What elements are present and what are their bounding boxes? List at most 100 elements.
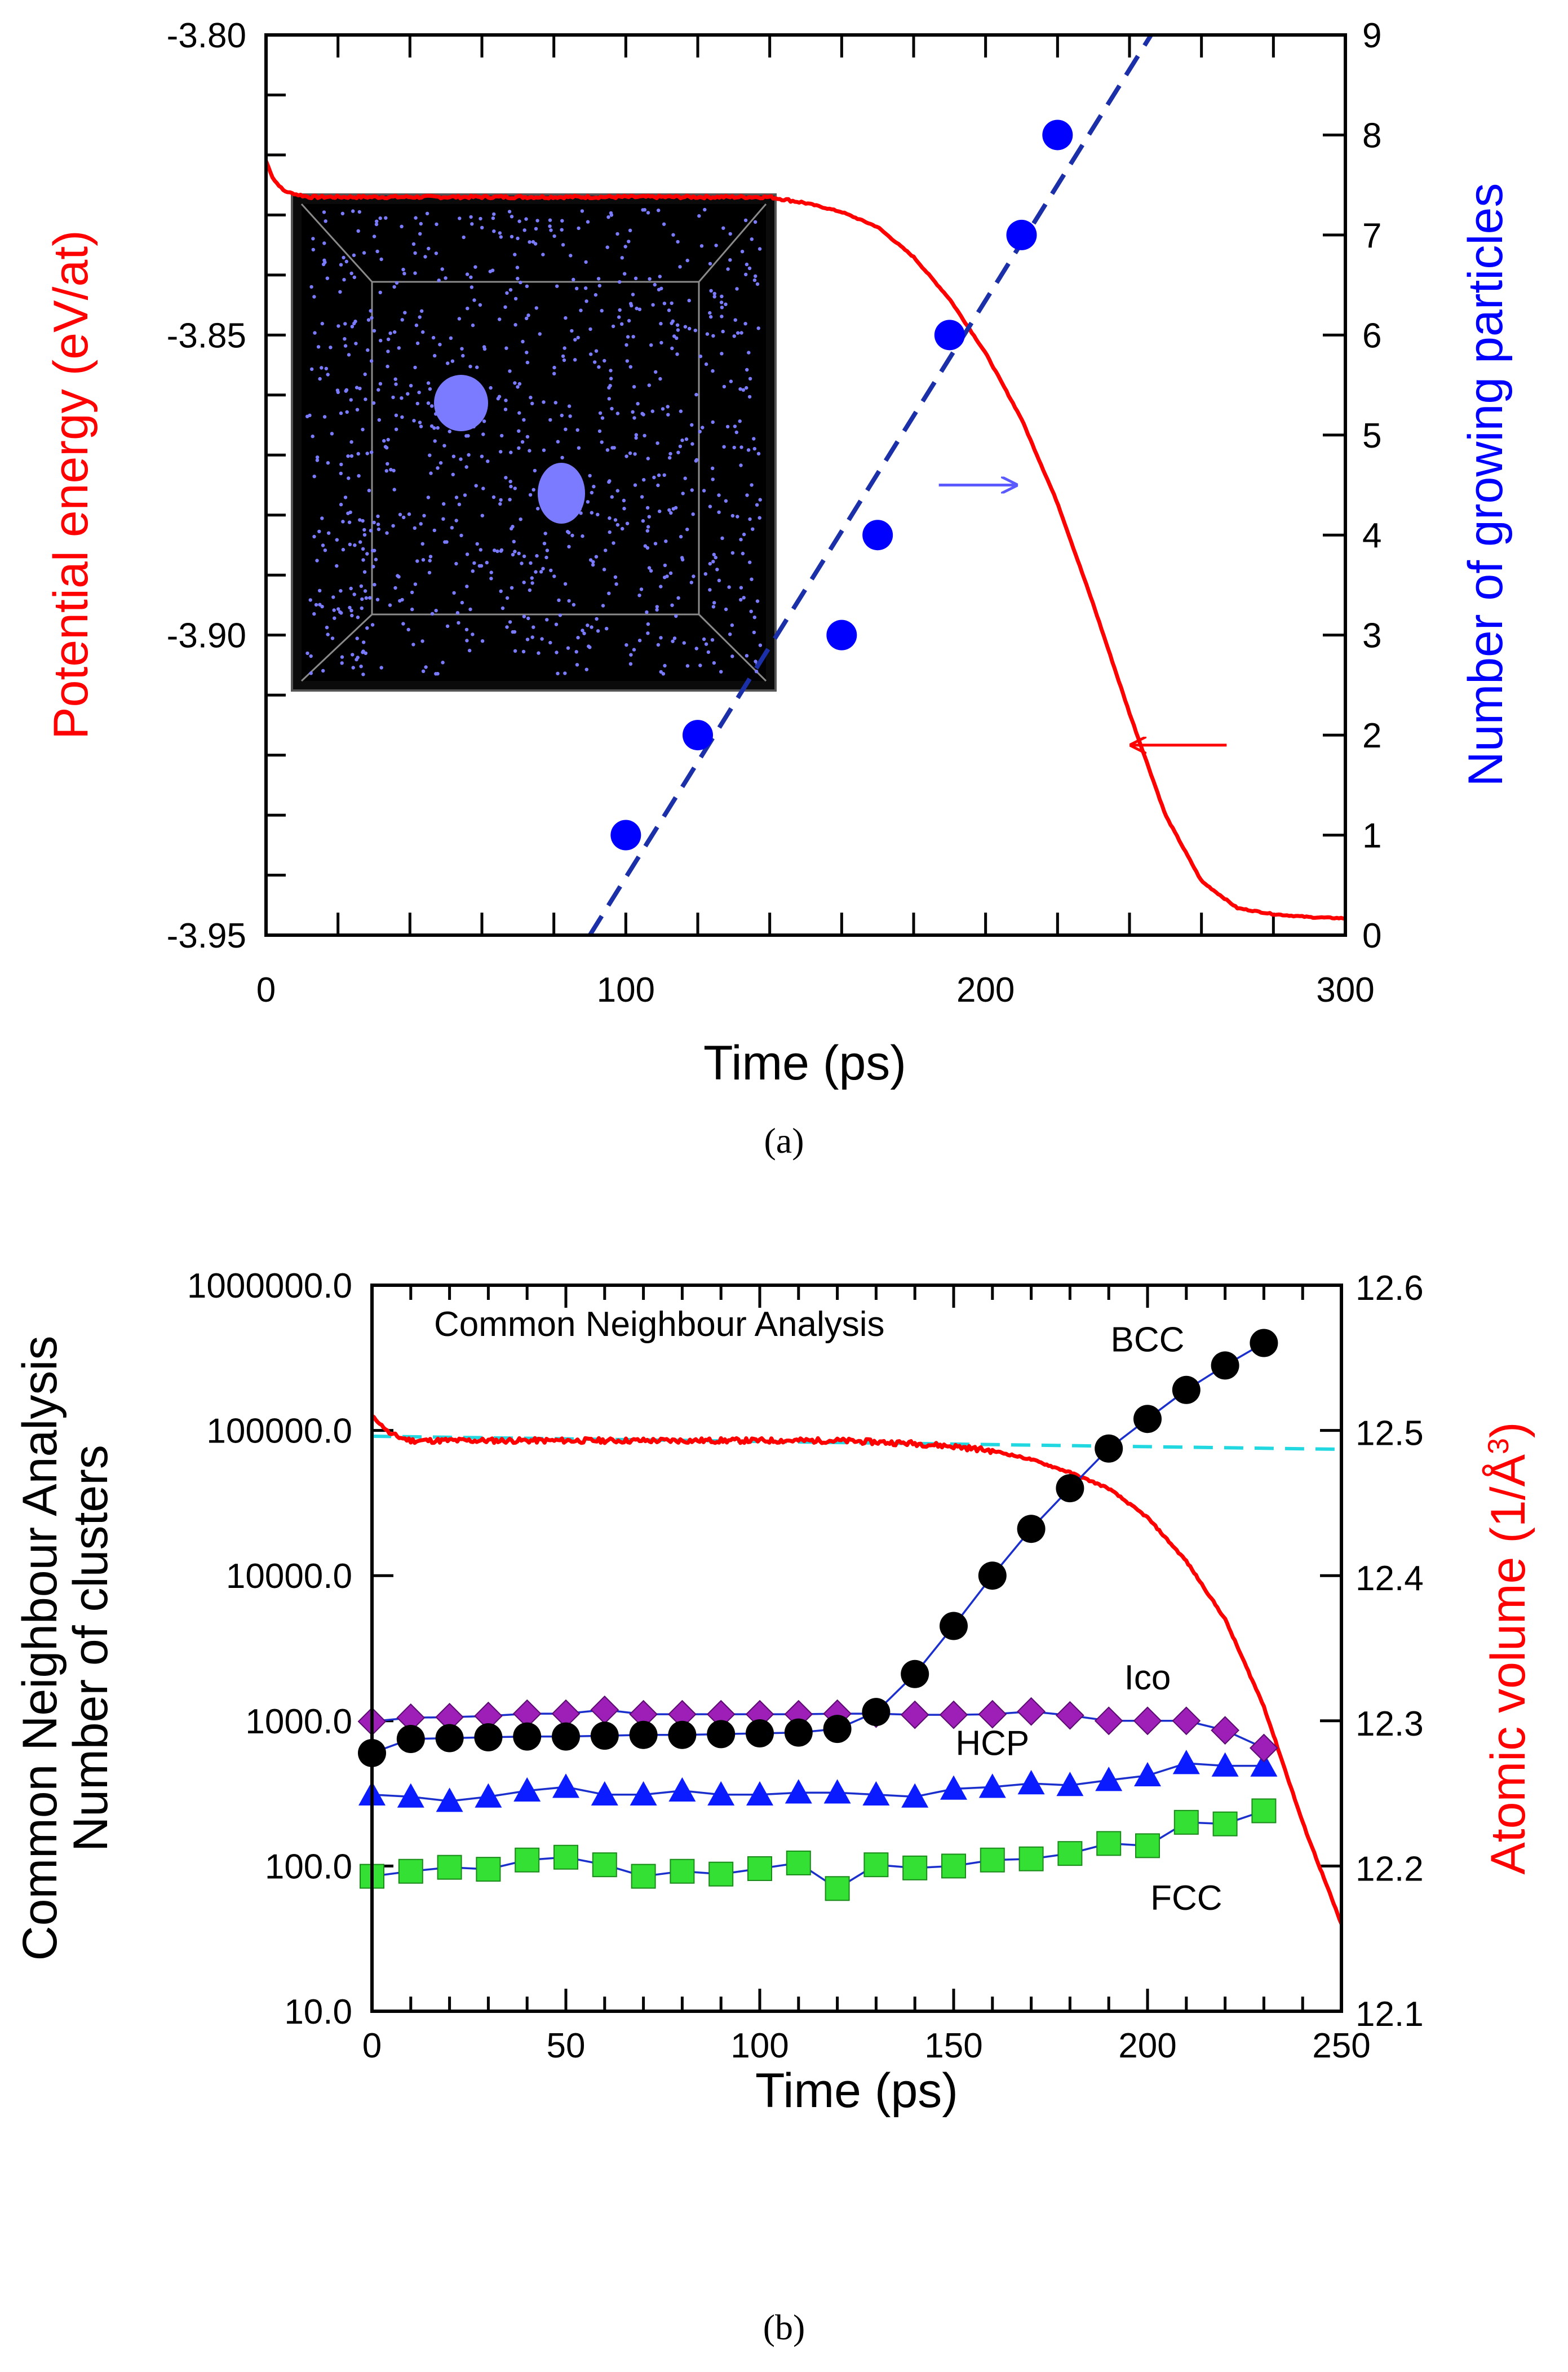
particle-point (610, 820, 641, 851)
y-tick-label: 1000.0 (245, 1702, 352, 1741)
data-point (590, 1695, 619, 1724)
particle-point (826, 619, 857, 650)
x-tick-label: 50 (547, 2026, 586, 2065)
y-tick-label: 100000.0 (206, 1412, 352, 1451)
data-point (630, 1781, 657, 1806)
data-point (1055, 1701, 1084, 1730)
data-point (553, 1844, 578, 1870)
data-point (552, 1722, 580, 1751)
panel-a-frame (264, 33, 1347, 937)
data-point (901, 1659, 929, 1688)
data-point (939, 1700, 968, 1729)
data-point (552, 1773, 579, 1798)
inset-image (291, 193, 777, 692)
y-tick-label: 10.0 (284, 1993, 352, 2032)
particle-point (1006, 219, 1037, 250)
data-point (862, 1781, 890, 1806)
x-tick-label: 200 (956, 971, 1015, 1010)
inset-inner (302, 204, 766, 681)
data-point (1172, 1375, 1201, 1404)
data-point (1056, 1772, 1084, 1796)
panel-b: 0 50 100 150 200 250 1000000.0 100000.0 10000.0 1… (13, 1267, 1535, 2347)
y2-tick-label: 6 (1362, 316, 1381, 355)
data-point (1211, 1752, 1239, 1777)
data-point (1211, 1716, 1240, 1745)
data-point (862, 1698, 891, 1727)
inset-box-edges (300, 203, 767, 682)
panel-a-x-axis-label: Time (ps) (703, 1036, 906, 1090)
right-axis-label-unit: (1/Å (1481, 1454, 1535, 1543)
data-point (746, 1719, 774, 1748)
y-tick-label: 100.0 (265, 1847, 352, 1886)
data-point (707, 1781, 735, 1806)
panel-b-right-axis-label: Atomic volume (1/Å3) (1481, 1422, 1535, 1874)
data-point (823, 1779, 851, 1804)
y2-tick-label: 12.1 (1356, 1995, 1424, 2034)
y2-tick-label: 12.5 (1356, 1414, 1424, 1453)
data-point (435, 1724, 464, 1753)
data-point (747, 1856, 772, 1881)
particle-point (862, 520, 893, 551)
y2-tick-label: 12.2 (1356, 1849, 1424, 1888)
data-point (1095, 1767, 1123, 1791)
data-point (978, 1773, 1006, 1798)
data-point (670, 1858, 695, 1884)
data-point (863, 1852, 889, 1878)
hcp-label: HCP (955, 1724, 1029, 1763)
y2-tick-label: 12.3 (1356, 1705, 1424, 1743)
y2-tick-label: 2 (1362, 716, 1381, 755)
particle-points (610, 120, 1073, 851)
y2-tick-label: 5 (1362, 417, 1381, 455)
data-point (437, 1855, 462, 1880)
fit-line (588, 33, 1153, 935)
panel-a-right-axis-label: Number of growing particles (1459, 183, 1513, 787)
y2-tick-label: 8 (1362, 116, 1381, 155)
panel-b-title: Common Neighbour Analysis (434, 1305, 885, 1344)
y2-tick-label: 9 (1362, 16, 1381, 55)
data-point (785, 1779, 812, 1804)
data-point (515, 1847, 540, 1873)
panel-b-ticks: 0 50 100 150 200 250 1000000.0 100000.0 10000.0 1… (187, 1267, 1424, 2065)
series-line (371, 1809, 1264, 1890)
data-point (941, 1853, 966, 1879)
data-point (1133, 1706, 1162, 1736)
caption-a: (a) (764, 1121, 804, 1161)
data-point (592, 1852, 617, 1878)
x-tick-label: 200 (1118, 2026, 1176, 2065)
y2-tick-label: 7 (1362, 216, 1381, 255)
data-point (1251, 1798, 1277, 1824)
data-point (590, 1722, 619, 1750)
x-tick-label: 0 (256, 971, 276, 1010)
data-point (978, 1700, 1007, 1729)
series-line (371, 1762, 1264, 1802)
y-tick-label: 1000000.0 (187, 1267, 352, 1306)
right-axis-label-main: Atomic volume (1481, 1543, 1535, 1875)
inset-nucleus (538, 463, 585, 524)
series-line (371, 1709, 1265, 1749)
data-point (397, 1783, 424, 1808)
inset-nucleus (434, 375, 488, 431)
bcc-label: BCC (1111, 1320, 1185, 1359)
x-tick-label: 100 (730, 2026, 789, 2065)
y2-tick-label: 0 (1362, 917, 1381, 955)
data-point (591, 1781, 618, 1806)
data-point (1211, 1351, 1239, 1380)
x-tick-label: 250 (1312, 2026, 1370, 2065)
y2-tick-label: 1 (1362, 817, 1381, 856)
y-tick-label: -3.80 (167, 16, 246, 55)
data-point (1056, 1474, 1084, 1503)
data-point (436, 1787, 463, 1812)
x-tick-label: 100 (597, 971, 655, 1010)
data-point (1134, 1762, 1161, 1787)
data-point (398, 1858, 423, 1884)
data-point (1057, 1841, 1083, 1866)
data-point (396, 1724, 425, 1753)
data-point (784, 1718, 813, 1747)
y-tick-label: -3.85 (167, 316, 246, 355)
data-point (476, 1857, 501, 1882)
right-axis-label-close: ) (1481, 1422, 1535, 1438)
particle-point (1042, 120, 1073, 151)
data-point (1212, 1811, 1238, 1836)
data-point (825, 1876, 850, 1901)
